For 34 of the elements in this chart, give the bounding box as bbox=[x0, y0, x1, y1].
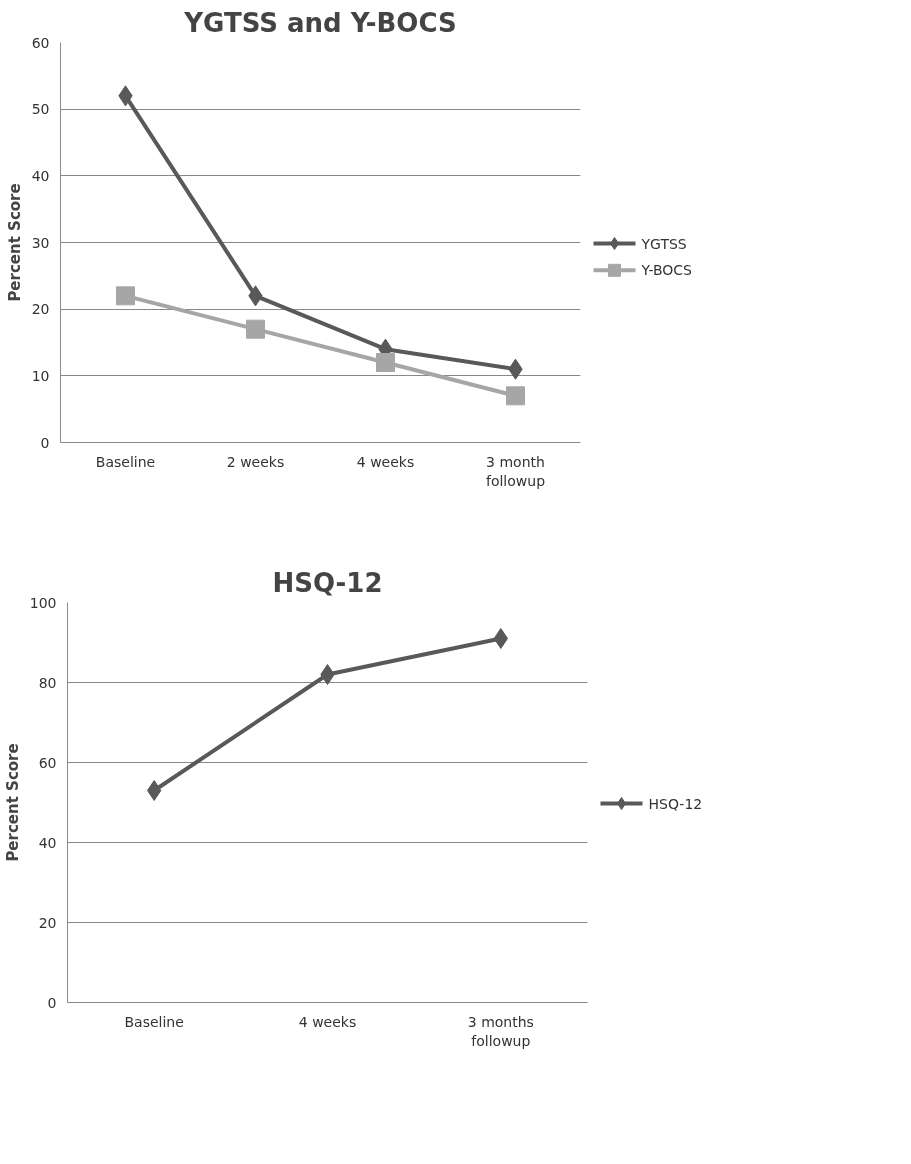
y-tick-label: 80 bbox=[38, 674, 57, 691]
y-tick-label: 50 bbox=[31, 101, 50, 118]
chart-title: YGTSS and Y-BOCS bbox=[183, 7, 457, 38]
point bbox=[506, 386, 525, 406]
y-tick-label: 60 bbox=[31, 34, 50, 51]
y-axis-title: Percent Score bbox=[3, 743, 22, 862]
y-tick-label: 60 bbox=[38, 754, 57, 771]
point bbox=[493, 628, 508, 649]
y-tick-label: 10 bbox=[31, 367, 50, 384]
point bbox=[376, 353, 395, 372]
point bbox=[320, 664, 335, 685]
y-tick-label: 0 bbox=[40, 434, 50, 451]
x-tick-label: 4 weeks bbox=[356, 453, 415, 470]
y-tick-label: 40 bbox=[38, 834, 57, 851]
x-tick-label: 3 month followup bbox=[485, 453, 546, 489]
y-tick-label: 40 bbox=[31, 167, 50, 184]
y-axis-title: Percent Score bbox=[5, 183, 24, 302]
x-tick-label: 2 weeks bbox=[226, 453, 285, 470]
x-tick-label: 3 months followup bbox=[467, 1013, 534, 1049]
x-tick-label: Baseline bbox=[95, 453, 156, 470]
point bbox=[147, 780, 162, 801]
y-tick-label: 20 bbox=[38, 914, 57, 931]
y-tick-label: 0 bbox=[47, 994, 57, 1011]
x-tick-label: 4 weeks bbox=[298, 1013, 357, 1030]
point bbox=[116, 286, 135, 306]
chart-title: HSQ-12 bbox=[272, 567, 383, 598]
y-tick-label: 20 bbox=[31, 301, 50, 318]
point bbox=[246, 319, 265, 339]
y-tick-label: 100 bbox=[29, 594, 57, 611]
legend-label: Y-BOCS bbox=[640, 262, 693, 279]
y-tick-label: 30 bbox=[31, 234, 50, 251]
x-tick-label: Baseline bbox=[124, 1013, 184, 1030]
legend-label: HSQ-12 bbox=[648, 795, 703, 812]
legend-label: YGTSS bbox=[640, 235, 687, 252]
